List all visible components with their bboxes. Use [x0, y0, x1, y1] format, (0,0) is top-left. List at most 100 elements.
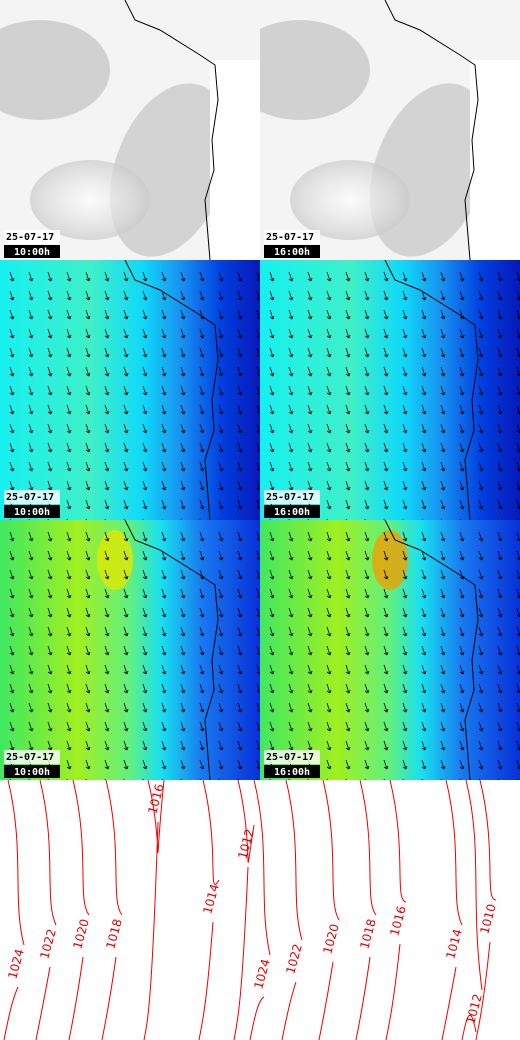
wind-arrow — [161, 702, 167, 713]
wind-arrow — [440, 461, 446, 472]
wind-arrow — [85, 480, 91, 491]
wind-arrow — [345, 664, 351, 675]
wind-arrow — [307, 721, 313, 732]
wind-arrow — [459, 721, 465, 732]
wind-arrow — [307, 347, 313, 358]
wind-arrow — [85, 423, 91, 434]
date-bg — [4, 750, 60, 764]
wind-arrow — [199, 442, 205, 453]
wind-arrow — [85, 309, 91, 320]
wind-arrow — [237, 683, 243, 694]
wind-arrow — [256, 683, 260, 694]
wind-arrow — [326, 588, 332, 599]
wind-arrow — [218, 461, 224, 472]
wind-arrow — [288, 480, 294, 491]
wind-arrow — [104, 683, 110, 694]
wind-arrow — [85, 499, 91, 510]
wind-arrow — [237, 607, 243, 618]
wind-arrow — [123, 531, 129, 542]
wind-arrow — [421, 309, 427, 320]
wind-arrow — [402, 626, 408, 637]
wind-arrow — [142, 480, 148, 491]
wind-arrow — [28, 385, 34, 396]
wind-arrow — [123, 607, 129, 618]
map-panel: 25-07-17 16:00h — [260, 260, 520, 520]
wind-arrow — [161, 385, 167, 396]
land — [470, 60, 520, 260]
wind-arrow — [161, 328, 167, 339]
wind-arrow — [66, 702, 72, 713]
wind-arrow — [345, 550, 351, 561]
wind-arrow — [218, 550, 224, 561]
wind-arrow — [142, 721, 148, 732]
coastline — [124, 520, 219, 780]
wind-arrow — [66, 588, 72, 599]
wind-arrow — [421, 531, 427, 542]
wind-arrow — [307, 480, 313, 491]
wind-arrow — [85, 664, 91, 675]
wind-arrow — [402, 290, 408, 301]
wind-arrow — [104, 366, 110, 377]
wind-arrow — [199, 404, 205, 415]
coastline — [384, 520, 479, 780]
wind-arrow — [364, 328, 370, 339]
wind-arrow — [218, 290, 224, 301]
wind-arrow — [180, 461, 186, 472]
wind-arrow — [47, 271, 53, 282]
wind-arrow — [364, 569, 370, 580]
wind-arrow — [421, 740, 427, 751]
wind-arrow — [497, 328, 503, 339]
wind-arrow — [269, 702, 275, 713]
wind-arrow — [47, 328, 53, 339]
wind-arrow — [478, 290, 484, 301]
wind-arrow — [199, 702, 205, 713]
wind-arrow — [199, 328, 205, 339]
wind-arrow — [9, 550, 15, 561]
wind-arrow — [269, 271, 275, 282]
wind-arrow — [345, 607, 351, 618]
wind-arrow — [180, 385, 186, 396]
wind-arrow — [383, 499, 389, 510]
wind-arrow — [47, 442, 53, 453]
wind-arrow — [307, 702, 313, 713]
wind-arrow — [497, 347, 503, 358]
wind-arrow — [364, 271, 370, 282]
wind-arrow — [66, 271, 72, 282]
wind-arrow — [142, 683, 148, 694]
wind-arrow — [364, 626, 370, 637]
time-bg — [4, 765, 60, 778]
time-label: 10:00h — [14, 767, 50, 778]
wind-arrow — [218, 607, 224, 618]
wind-arrow — [478, 461, 484, 472]
wind-arrow — [326, 423, 332, 434]
wind-arrow — [307, 683, 313, 694]
time-label: 16:00h — [274, 507, 310, 518]
wind-arrow — [459, 607, 465, 618]
map-panel: 25-07-17 16:00h — [260, 520, 520, 780]
wind-arrow — [123, 664, 129, 675]
wind-arrow — [402, 461, 408, 472]
wind-arrow — [180, 499, 186, 510]
wind-arrow — [123, 550, 129, 561]
wind-arrow — [497, 550, 503, 561]
wind-arrow — [478, 626, 484, 637]
wind-arrow — [383, 480, 389, 491]
wind-arrow — [383, 702, 389, 713]
wind-arrow — [345, 721, 351, 732]
wind-arrow — [218, 366, 224, 377]
wind-arrow — [345, 347, 351, 358]
wind-arrow — [288, 702, 294, 713]
wind-arrow — [9, 626, 15, 637]
isobar-line — [385, 779, 407, 1040]
wind-arrow — [421, 423, 427, 434]
wind-arrow — [180, 309, 186, 320]
wind-arrow — [459, 740, 465, 751]
wind-arrow — [66, 423, 72, 434]
wind-arrow — [326, 461, 332, 472]
wind-arrow — [218, 271, 224, 282]
wind-arrow — [142, 664, 148, 675]
wind-arrow — [478, 499, 484, 510]
wind-arrow — [180, 550, 186, 561]
isobar-line — [249, 779, 271, 1040]
isobar-line — [475, 779, 497, 1040]
